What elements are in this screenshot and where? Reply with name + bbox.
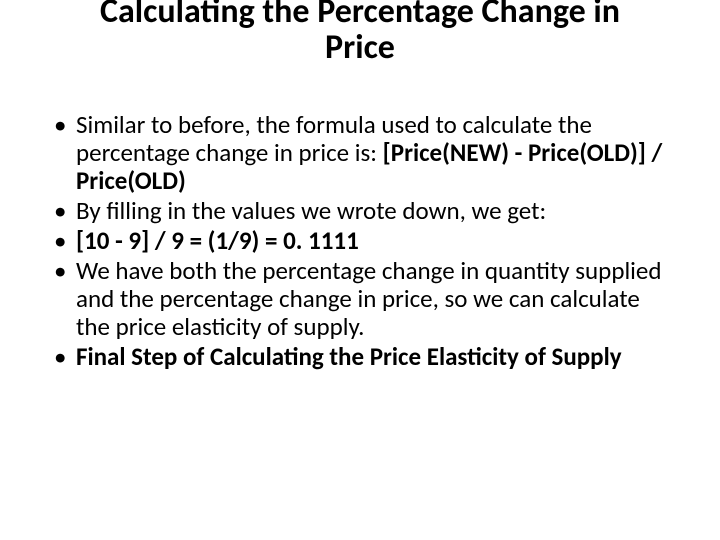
title-line-2: Price	[48, 30, 672, 66]
list-item: Final Step of Calculating the Price Elas…	[48, 343, 672, 371]
list-item: [10 - 9] / 9 = (1/9) = 0. 1111	[48, 227, 672, 255]
bullet-text: By filling in the values we wrote down, …	[76, 195, 546, 226]
bullet-bold: Final Step of Calculating the Price Elas…	[76, 341, 622, 372]
bullet-list: Similar to before, the formula used to c…	[48, 111, 672, 373]
title-line-1: Calculating the Percentage Change in	[48, 0, 672, 30]
list-item: By filling in the values we wrote down, …	[48, 197, 672, 225]
bullet-text: We have both the percentage change in qu…	[76, 255, 662, 342]
slide: Calculating the Percentage Change in Pri…	[0, 0, 720, 540]
list-item: We have both the percentage change in qu…	[48, 257, 672, 341]
slide-title: Calculating the Percentage Change in Pri…	[48, 0, 672, 65]
list-item: Similar to before, the formula used to c…	[48, 111, 672, 195]
bullet-bold: [10 - 9] / 9 = (1/9) = 0. 1111	[76, 225, 359, 256]
